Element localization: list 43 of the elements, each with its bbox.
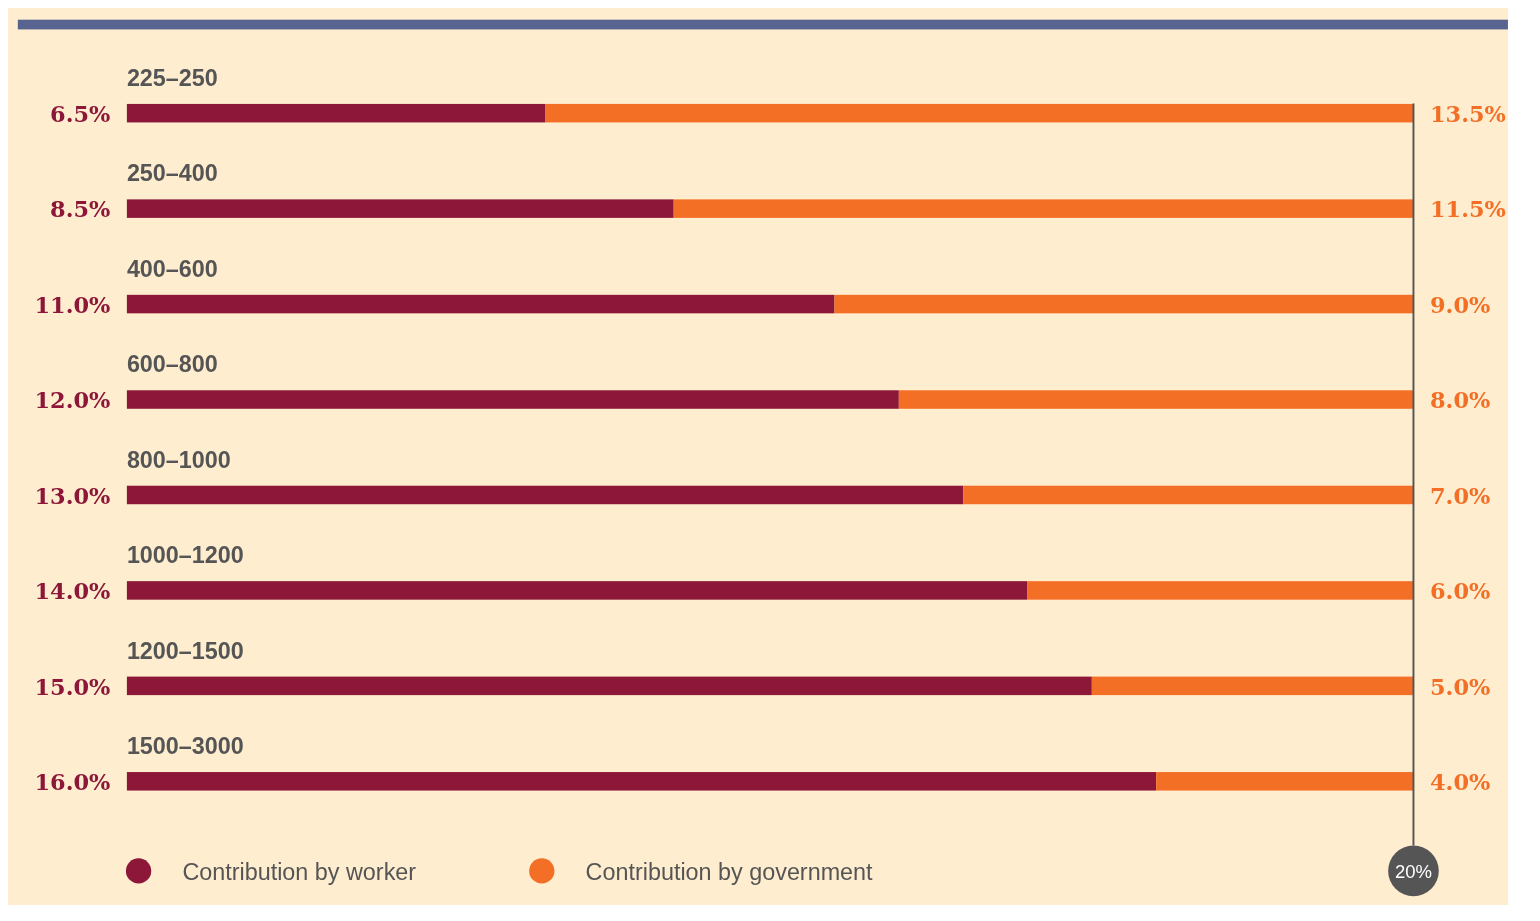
bar [1091, 676, 1414, 696]
data-label: 8.0% [1430, 387, 1491, 414]
y-tick-label: 800–1000 [126, 446, 231, 473]
bar [1156, 772, 1414, 791]
bar [126, 199, 674, 218]
data-label: 8.5% [50, 196, 111, 223]
bar [126, 294, 835, 314]
data-label: 11.0% [34, 291, 111, 318]
data-label: 13.0% [34, 482, 111, 509]
bar [834, 294, 1414, 314]
data-label: 13.5% [1430, 100, 1506, 127]
legend-label: Contribution by worker [182, 858, 417, 885]
bar [673, 199, 1414, 218]
bar [898, 390, 1414, 409]
data-label: 14.0% [34, 578, 111, 605]
data-label: 16.0% [34, 769, 111, 796]
bar [126, 676, 1092, 696]
bar [1027, 581, 1414, 600]
data-label: 15.0% [34, 673, 111, 700]
y-tick-label: 225–250 [126, 64, 218, 91]
y-tick-label: 600–800 [126, 351, 218, 378]
data-label: 6.5% [50, 100, 111, 127]
y-tick-label: 400–600 [126, 255, 218, 282]
data-label: 7.0% [1430, 482, 1491, 509]
y-tick-label: 1200–1500 [126, 637, 244, 664]
data-label: 9.0% [1430, 291, 1491, 318]
data-label: 5.0% [1430, 673, 1491, 700]
data-label: 11.5% [1430, 196, 1506, 223]
y-tick-label: 1000–1200 [126, 542, 244, 569]
legend-label: Contribution by government [585, 858, 874, 885]
data-label: 12.0% [34, 387, 111, 414]
ref-line-label: 20% [1394, 860, 1432, 882]
y-tick-label: 1500–3000 [126, 733, 244, 760]
bar [126, 581, 1028, 600]
data-label: 4.0% [1430, 769, 1491, 796]
bar [126, 103, 546, 123]
y-tick-label: 250–400 [126, 160, 218, 187]
bar [963, 485, 1414, 505]
data-label: 6.0% [1430, 578, 1491, 605]
bar [126, 772, 1157, 791]
bar [545, 103, 1414, 123]
bar [126, 485, 964, 505]
bar [126, 390, 899, 409]
